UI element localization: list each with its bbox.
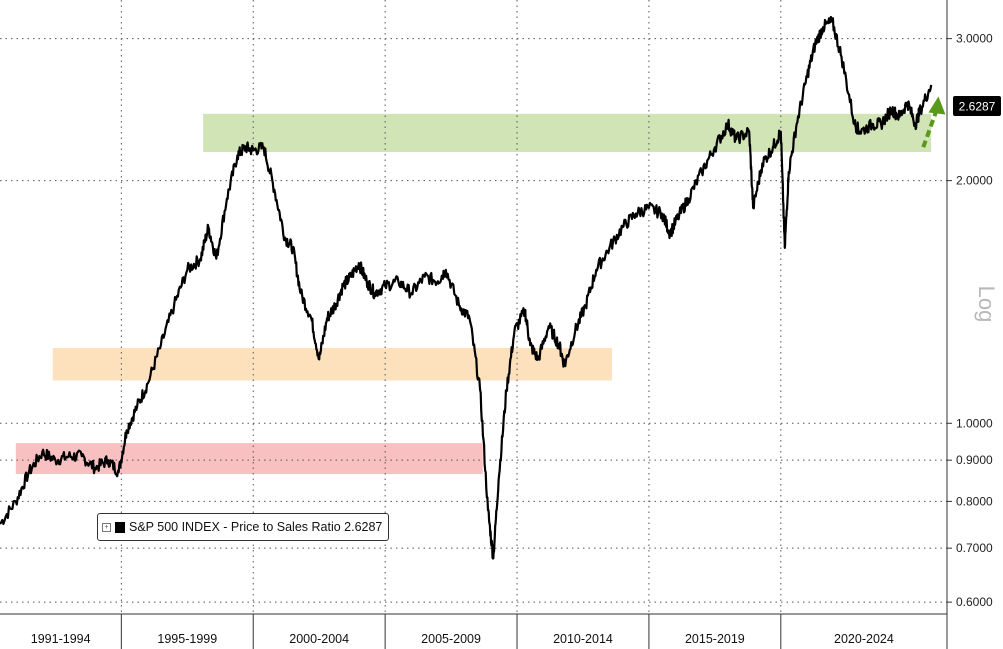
trend-arrow-head [928,96,946,115]
highlight-band-2 [15,443,483,475]
x-era-label: 1991-1994 [31,632,91,646]
last-value-badge-bg [953,96,1001,116]
y-axis-ticks: 3.0000 2.0000 1.0000 0.9000 0.8000 0.7000 0.60… [947,32,993,609]
series-line-0 [0,15,933,560]
x-era-label: 1995-1999 [157,632,217,646]
y-tick-label: 0.8000 [956,494,993,508]
y-tick-label: 0.7000 [956,541,993,555]
highlight-band-1 [52,347,612,381]
legend-text: S&P 500 INDEX - Price to Sales Ratio 2.6… [129,520,383,534]
series-layer [0,15,933,560]
highlight-band-0 [203,113,932,153]
y-tick-label: 3.0000 [956,32,993,46]
x-axis-eras: 1991-1994 1995-1999 2000-2004 2005-2009 2010… [31,614,894,649]
legend-swatch [115,521,125,533]
last-value-label: 2.6287 [959,100,996,114]
scale-label: Log [974,286,999,323]
x-era-label: 2010-2014 [553,632,613,646]
trend-arrow-shaft [921,109,939,148]
gridlines [0,0,947,614]
x-era-label: 2015-2019 [685,632,745,646]
arrow-layer [921,96,946,148]
x-era-label: 2000-2004 [289,632,349,646]
y-tick-label: 1.0000 [956,416,993,430]
plot-background [0,0,947,649]
x-era-label: 2020-2024 [834,632,894,646]
highlight-bands [15,113,932,475]
legend-expand-icon[interactable]: + [102,522,111,532]
legend[interactable]: + S&P 500 INDEX - Price to Sales Ratio 2… [97,513,390,541]
y-tick-label: 0.6000 [956,595,993,609]
last-value-badge: 2.6287 [953,96,1001,116]
y-tick-label: 2.0000 [956,174,993,188]
x-era-label: 2005-2009 [421,632,481,646]
y-tick-label: 0.9000 [956,453,993,467]
